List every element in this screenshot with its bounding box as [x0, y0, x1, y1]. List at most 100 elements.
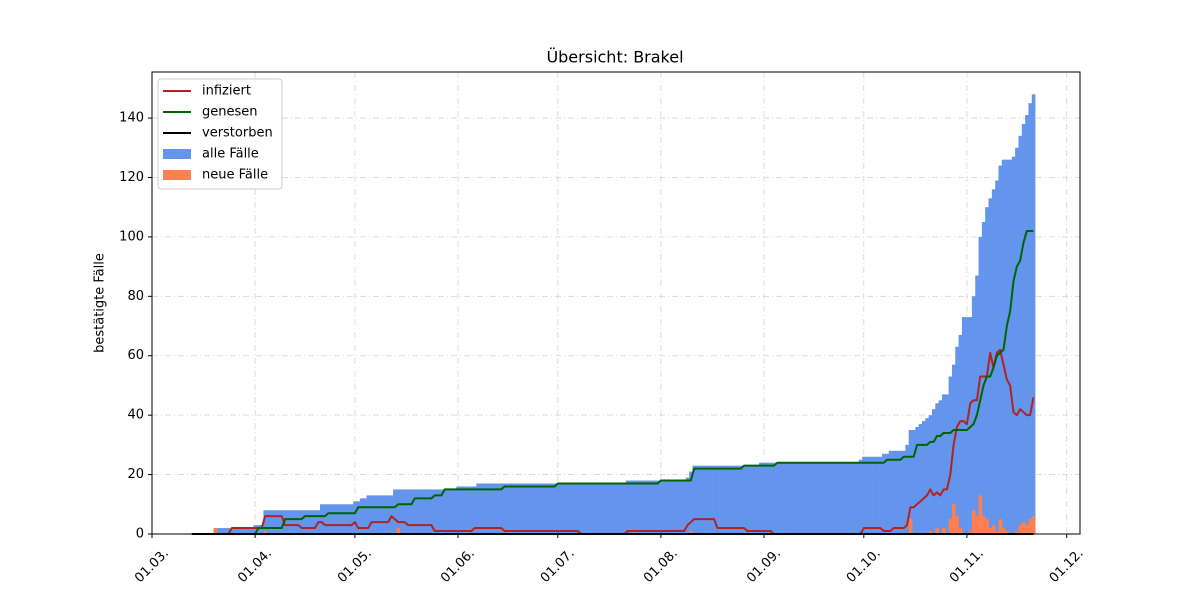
- bar: [985, 519, 989, 534]
- bar: [579, 483, 584, 534]
- bar: [975, 275, 979, 534]
- bar: [439, 489, 444, 534]
- plot-frame: [151, 71, 1081, 535]
- bar: [905, 444, 910, 534]
- bar: [722, 465, 727, 534]
- bar: [609, 483, 613, 534]
- bar: [812, 462, 816, 534]
- legend-label: genesen: [202, 105, 258, 120]
- bar: [1025, 525, 1029, 534]
- bar: [951, 504, 956, 534]
- chart-title: Übersicht: Brakel: [546, 48, 683, 67]
- bar: [729, 465, 733, 534]
- bar: [326, 504, 331, 534]
- bar: [712, 465, 717, 534]
- bar: [958, 528, 963, 534]
- bar: [220, 528, 224, 534]
- bar: [569, 483, 574, 534]
- bar: [938, 400, 943, 534]
- bar: [885, 453, 890, 534]
- bar: [1008, 159, 1013, 534]
- bar: [230, 528, 234, 534]
- bar: [872, 456, 876, 534]
- bar: [303, 510, 307, 534]
- bar: [649, 480, 653, 534]
- y-tick-label: 80: [127, 289, 144, 304]
- bar: [918, 424, 923, 534]
- bar: [865, 456, 870, 534]
- bar: [423, 489, 427, 534]
- bar: [1018, 135, 1023, 534]
- bar: [273, 510, 278, 534]
- bar: [586, 483, 590, 534]
- bar: [848, 462, 853, 534]
- bar: [359, 498, 364, 534]
- bar: [652, 480, 657, 534]
- bar: [562, 483, 567, 534]
- bar: [572, 483, 577, 534]
- bar: [695, 465, 700, 534]
- bar: [625, 480, 630, 534]
- bar: [582, 483, 587, 534]
- bar: [612, 483, 617, 534]
- bar: [333, 504, 337, 534]
- bar: [635, 480, 640, 534]
- y-tick-label: 100: [119, 229, 144, 244]
- bar: [459, 486, 464, 534]
- bar: [915, 427, 919, 534]
- bar: [868, 456, 873, 534]
- bar: [922, 421, 926, 534]
- bar: [250, 528, 254, 534]
- bar: [1021, 522, 1026, 534]
- bar: [253, 525, 258, 534]
- bar: [945, 394, 949, 534]
- bar: [725, 465, 730, 534]
- bar: [339, 504, 344, 534]
- bar: [925, 418, 929, 534]
- bar: [383, 495, 387, 534]
- bar: [958, 334, 963, 534]
- bar: [629, 480, 633, 534]
- bar: [772, 462, 776, 534]
- bar: [775, 462, 780, 534]
- bar: [559, 483, 564, 534]
- bar: [309, 510, 314, 534]
- bar: [971, 510, 976, 534]
- bar: [223, 528, 228, 534]
- bar: [536, 483, 540, 534]
- bar: [908, 430, 913, 534]
- bar: [935, 403, 939, 534]
- bar: [413, 489, 417, 534]
- y-tick-label: 40: [127, 408, 144, 423]
- bar: [808, 462, 813, 534]
- bar: [818, 462, 823, 534]
- bar: [453, 489, 457, 534]
- y-tick-label: 60: [127, 348, 144, 363]
- bar: [366, 495, 371, 534]
- y-axis-label: bestätigte Fälle: [93, 253, 108, 353]
- bar: [476, 483, 480, 534]
- bar: [928, 415, 933, 534]
- bar: [356, 501, 361, 534]
- bar: [492, 483, 497, 534]
- bar: [642, 480, 647, 534]
- bar: [1028, 519, 1033, 534]
- bar: [978, 495, 983, 534]
- bar: [782, 462, 786, 534]
- bar: [832, 462, 836, 534]
- bar: [1001, 528, 1006, 534]
- bar: [349, 504, 354, 534]
- bar: [456, 486, 460, 534]
- bar: [519, 483, 524, 534]
- bar: [589, 483, 594, 534]
- bar: [313, 510, 317, 534]
- bar: [679, 480, 683, 534]
- bar: [353, 501, 357, 534]
- bar: [765, 462, 770, 534]
- bar: [592, 483, 597, 534]
- bar: [433, 489, 437, 534]
- bar: [785, 462, 790, 534]
- bar: [908, 519, 913, 534]
